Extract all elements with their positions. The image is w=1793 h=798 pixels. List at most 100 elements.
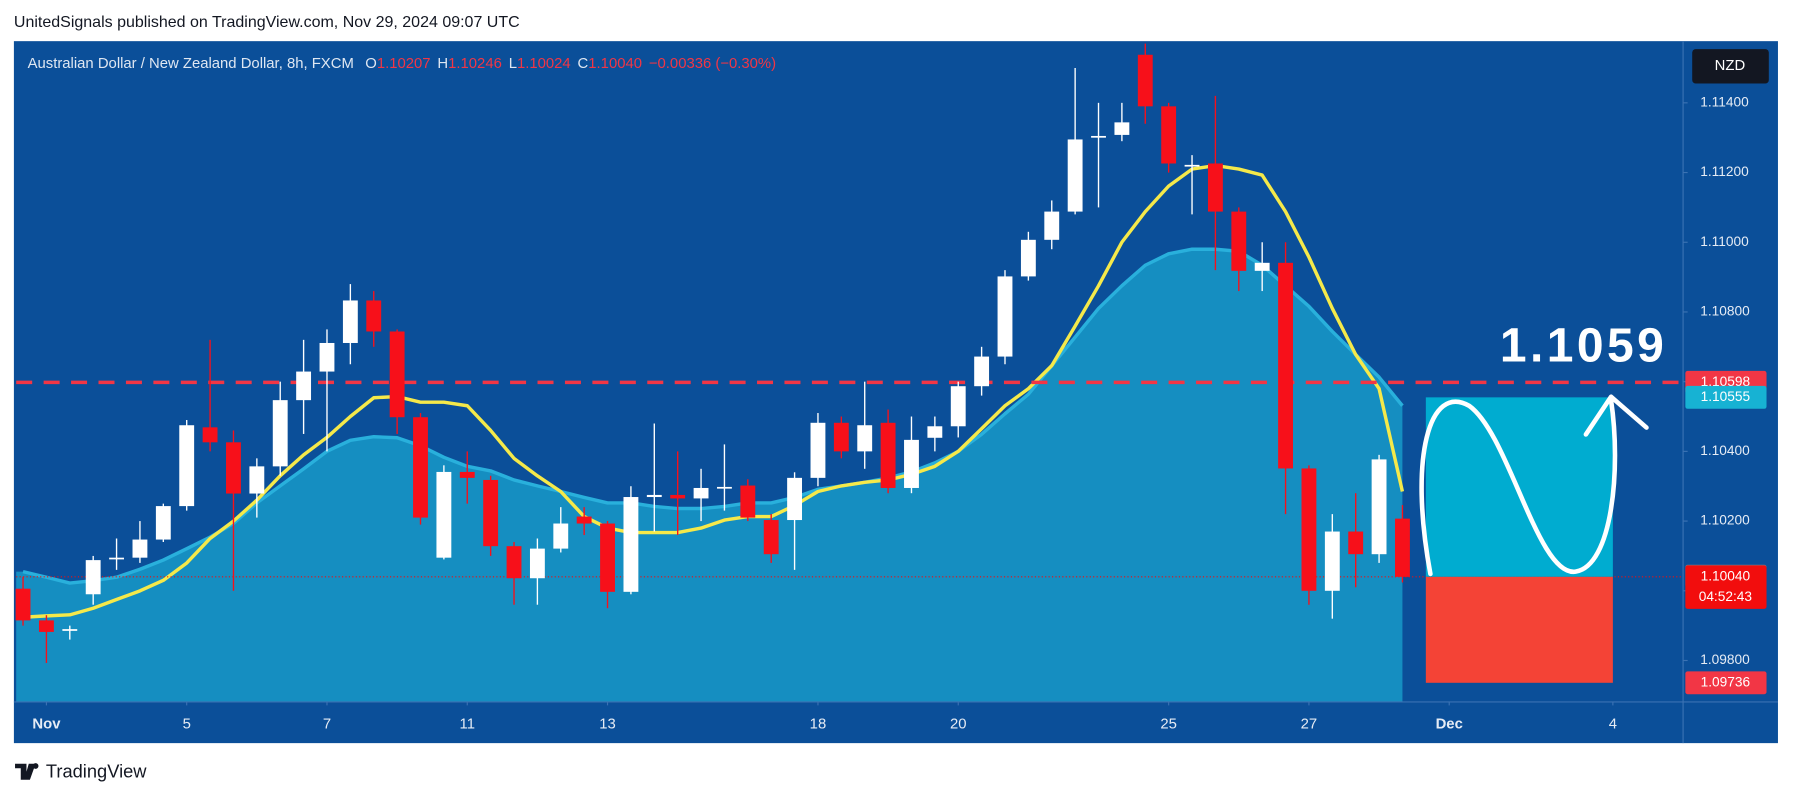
price-tag-label: 1.10555	[1701, 389, 1751, 404]
candle-body	[1207, 163, 1223, 212]
price-tick-label: 1.11000	[1700, 234, 1749, 249]
candle-body	[693, 487, 709, 499]
candle-body	[1137, 54, 1153, 107]
overlay-line	[22, 163, 1405, 619]
logo-dot	[32, 763, 39, 769]
legend-change: −0.00336 (−0.30%)	[649, 56, 776, 72]
time-tick-label: 18	[810, 717, 827, 733]
price-tag-label: 1.10598	[1701, 374, 1751, 389]
candle-body	[155, 506, 171, 540]
legend-key: O	[365, 56, 377, 72]
candle-body	[810, 422, 826, 478]
candle-body	[1254, 262, 1270, 271]
candle-body	[15, 588, 31, 621]
legend-key: H	[437, 56, 448, 72]
logo-mark	[15, 763, 36, 780]
candle-body	[646, 494, 662, 498]
candle-body	[1020, 239, 1036, 277]
time-tick-label: 4	[1609, 717, 1617, 733]
time-tick-label: Nov	[32, 717, 61, 733]
candle-body	[950, 386, 966, 427]
time-tick-label: 27	[1301, 717, 1318, 733]
candle-body	[1395, 518, 1410, 577]
price-tag	[1685, 565, 1767, 609]
legend-value: 1.10246	[448, 56, 502, 72]
time-tick-label: 7	[323, 717, 331, 733]
candle-body	[1161, 106, 1177, 164]
candle-body	[272, 400, 288, 467]
candle-body	[1278, 262, 1293, 469]
stop-zone	[1425, 576, 1613, 683]
candle-body	[109, 557, 124, 560]
legend-key: L	[509, 56, 517, 72]
price-tick-label: 1.10400	[1700, 443, 1750, 458]
currency-badge[interactable]	[1692, 49, 1769, 84]
candle-body	[1348, 531, 1364, 555]
candle-body	[763, 520, 779, 555]
plot-area	[15, 43, 1684, 702]
candle-body	[997, 276, 1013, 357]
candle-body	[1067, 139, 1083, 212]
price-annotation: 1.1059	[1500, 319, 1667, 372]
currency-label: NZD	[1715, 58, 1746, 74]
brand-name: TradingView	[46, 761, 147, 782]
candle-body	[459, 471, 475, 478]
candle-body	[413, 417, 428, 518]
candle-body	[974, 356, 990, 387]
price-tag-label: 1.10040	[1701, 568, 1751, 583]
arrow-head	[1583, 394, 1649, 437]
bar-countdown: 04:52:43	[1699, 589, 1753, 604]
candle-body	[202, 427, 218, 443]
candle-body	[623, 497, 639, 592]
candle-body	[1324, 531, 1340, 591]
time-tick-label: 13	[599, 717, 616, 733]
candle-body	[1184, 164, 1200, 167]
candle-body	[1231, 211, 1247, 271]
price-tick-label: 1.11200	[1700, 164, 1749, 179]
candle-body	[717, 486, 732, 489]
candle-body	[1114, 122, 1130, 135]
price-tick-label: 1.11400	[1700, 94, 1749, 109]
candle-body	[1371, 459, 1387, 555]
price-tag	[1685, 385, 1767, 409]
time-tick-label: 20	[950, 717, 967, 733]
candle-body	[296, 371, 312, 401]
candle-body	[38, 620, 54, 632]
publish-header: UnitedSignals published on TradingView.c…	[14, 14, 520, 31]
legend-value: 1.10207	[377, 56, 431, 72]
time-tick-label: 5	[183, 717, 191, 733]
candle-body	[483, 479, 499, 547]
overlay-line	[22, 247, 1404, 585]
candle-body	[389, 331, 405, 418]
candle-body	[553, 523, 569, 549]
candle-body	[787, 477, 803, 521]
candle-body	[740, 485, 756, 518]
candle-body	[226, 442, 241, 494]
legend-key: C	[578, 56, 589, 72]
candle-body	[319, 342, 335, 372]
price-tag-label: 1.09736	[1701, 674, 1751, 689]
candle-body	[506, 546, 522, 579]
candle-body	[62, 629, 78, 631]
legend-value: 1.10040	[588, 56, 642, 72]
candle-body	[529, 548, 545, 579]
candle-body	[600, 523, 615, 592]
price-tick-label: 1.10200	[1700, 513, 1750, 528]
candle-body	[132, 539, 148, 558]
price-tick-label: 1.10800	[1700, 304, 1750, 319]
candle-body	[342, 300, 358, 343]
price-tick-label: 1.09800	[1700, 652, 1750, 667]
candle-body	[1044, 211, 1060, 240]
candle-body	[576, 516, 592, 524]
time-tick-label: Dec	[1436, 717, 1463, 733]
candle-body	[1301, 468, 1317, 591]
candle-body	[904, 439, 919, 488]
legend-value: 1.10024	[517, 56, 571, 72]
candle-body	[1091, 135, 1106, 138]
candle-body	[880, 422, 896, 488]
candle-body	[670, 494, 686, 499]
candle-body	[857, 425, 873, 452]
candle-body	[833, 422, 849, 452]
